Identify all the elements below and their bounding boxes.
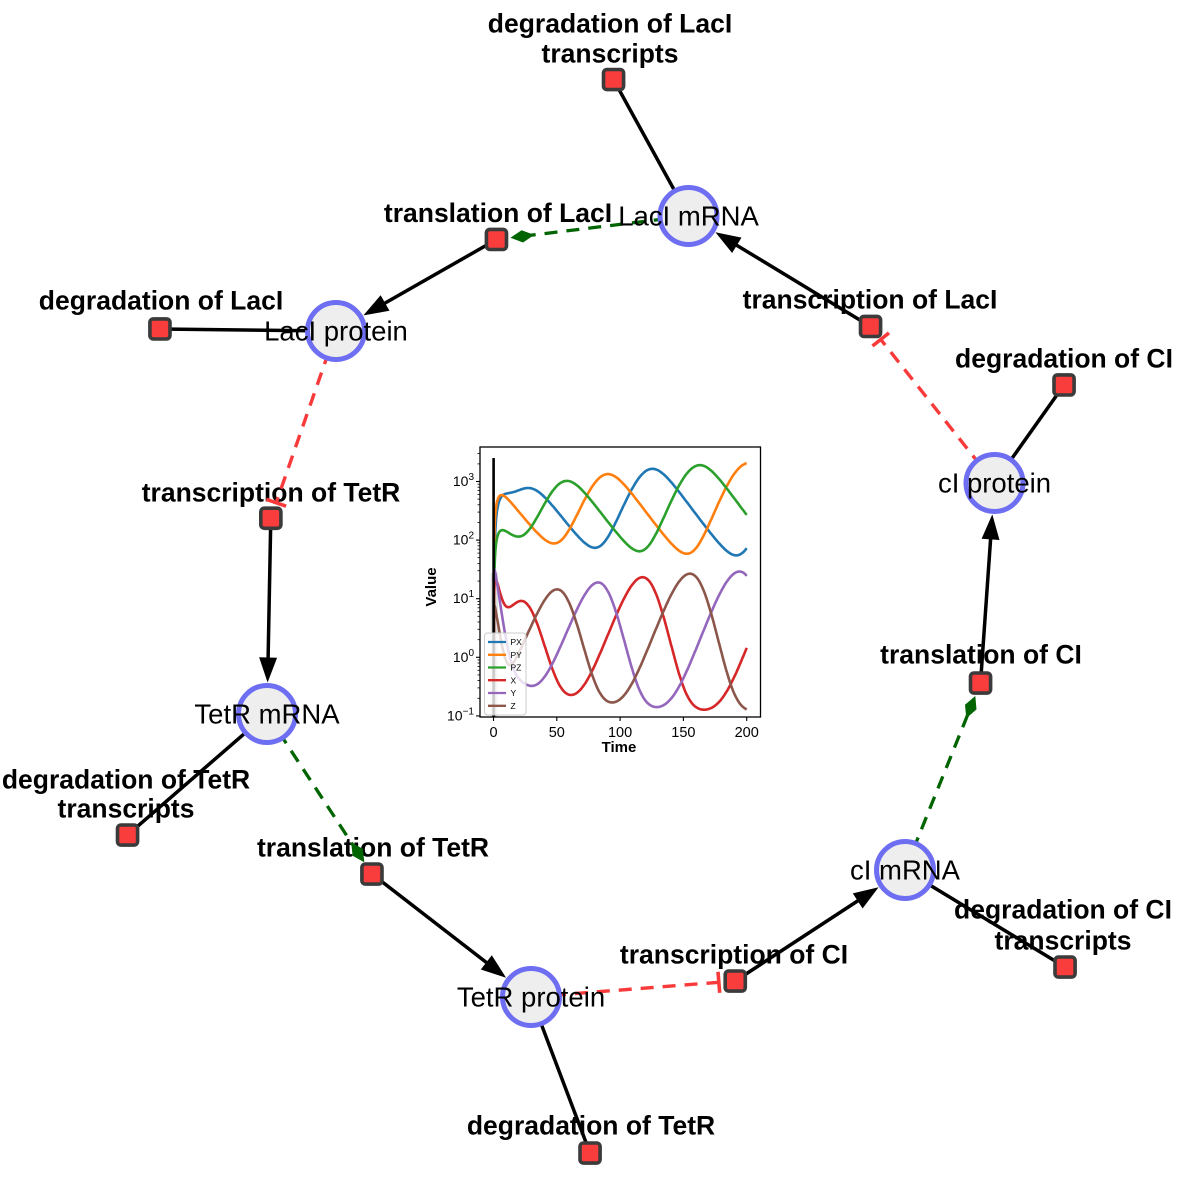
svg-text:LacI protein: LacI protein bbox=[264, 316, 408, 347]
svg-text:100: 100 bbox=[608, 725, 632, 741]
svg-text:Y: Y bbox=[511, 688, 517, 698]
svg-text:PZ: PZ bbox=[511, 663, 522, 673]
svg-text:LacI mRNA: LacI mRNA bbox=[618, 201, 759, 232]
svg-text:degradation of TetR: degradation of TetR bbox=[2, 764, 250, 794]
svg-text:TetR protein: TetR protein bbox=[457, 982, 605, 1013]
svg-text:Value: Value bbox=[423, 567, 440, 606]
svg-text:102: 102 bbox=[453, 531, 475, 548]
svg-text:degradation of CI: degradation of CI bbox=[955, 343, 1173, 373]
svg-text:50: 50 bbox=[549, 725, 565, 741]
svg-text:translation of LacI: translation of LacI bbox=[384, 198, 612, 228]
svg-text:cI protein: cI protein bbox=[938, 468, 1051, 499]
svg-text:PY: PY bbox=[511, 650, 523, 660]
svg-text:transcripts: transcripts bbox=[58, 793, 195, 823]
svg-text:150: 150 bbox=[671, 725, 695, 741]
svg-text:101: 101 bbox=[453, 589, 475, 606]
svg-text:transcripts: transcripts bbox=[542, 38, 679, 68]
svg-text:103: 103 bbox=[453, 472, 475, 489]
svg-text:degradation of LacI: degradation of LacI bbox=[488, 8, 732, 38]
svg-text:transcripts: transcripts bbox=[995, 925, 1132, 955]
svg-text:200: 200 bbox=[735, 725, 759, 741]
svg-text:Time: Time bbox=[602, 739, 637, 756]
svg-text:transcription of CI: transcription of CI bbox=[620, 939, 848, 969]
svg-text:X: X bbox=[511, 676, 517, 686]
svg-text:TetR mRNA: TetR mRNA bbox=[194, 699, 340, 730]
svg-text:100: 100 bbox=[453, 648, 475, 665]
svg-text:degradation of TetR: degradation of TetR bbox=[467, 1110, 715, 1140]
svg-text:0: 0 bbox=[489, 725, 497, 741]
svg-text:Z: Z bbox=[511, 701, 516, 711]
svg-text:transcription of LacI: transcription of LacI bbox=[743, 284, 998, 314]
svg-text:translation of TetR: translation of TetR bbox=[257, 832, 489, 862]
svg-text:degradation of CI: degradation of CI bbox=[954, 894, 1172, 924]
svg-text:PX: PX bbox=[511, 637, 523, 647]
svg-text:10−1: 10−1 bbox=[447, 706, 474, 723]
svg-text:cI mRNA: cI mRNA bbox=[850, 855, 961, 886]
svg-text:degradation of LacI: degradation of LacI bbox=[39, 285, 283, 315]
